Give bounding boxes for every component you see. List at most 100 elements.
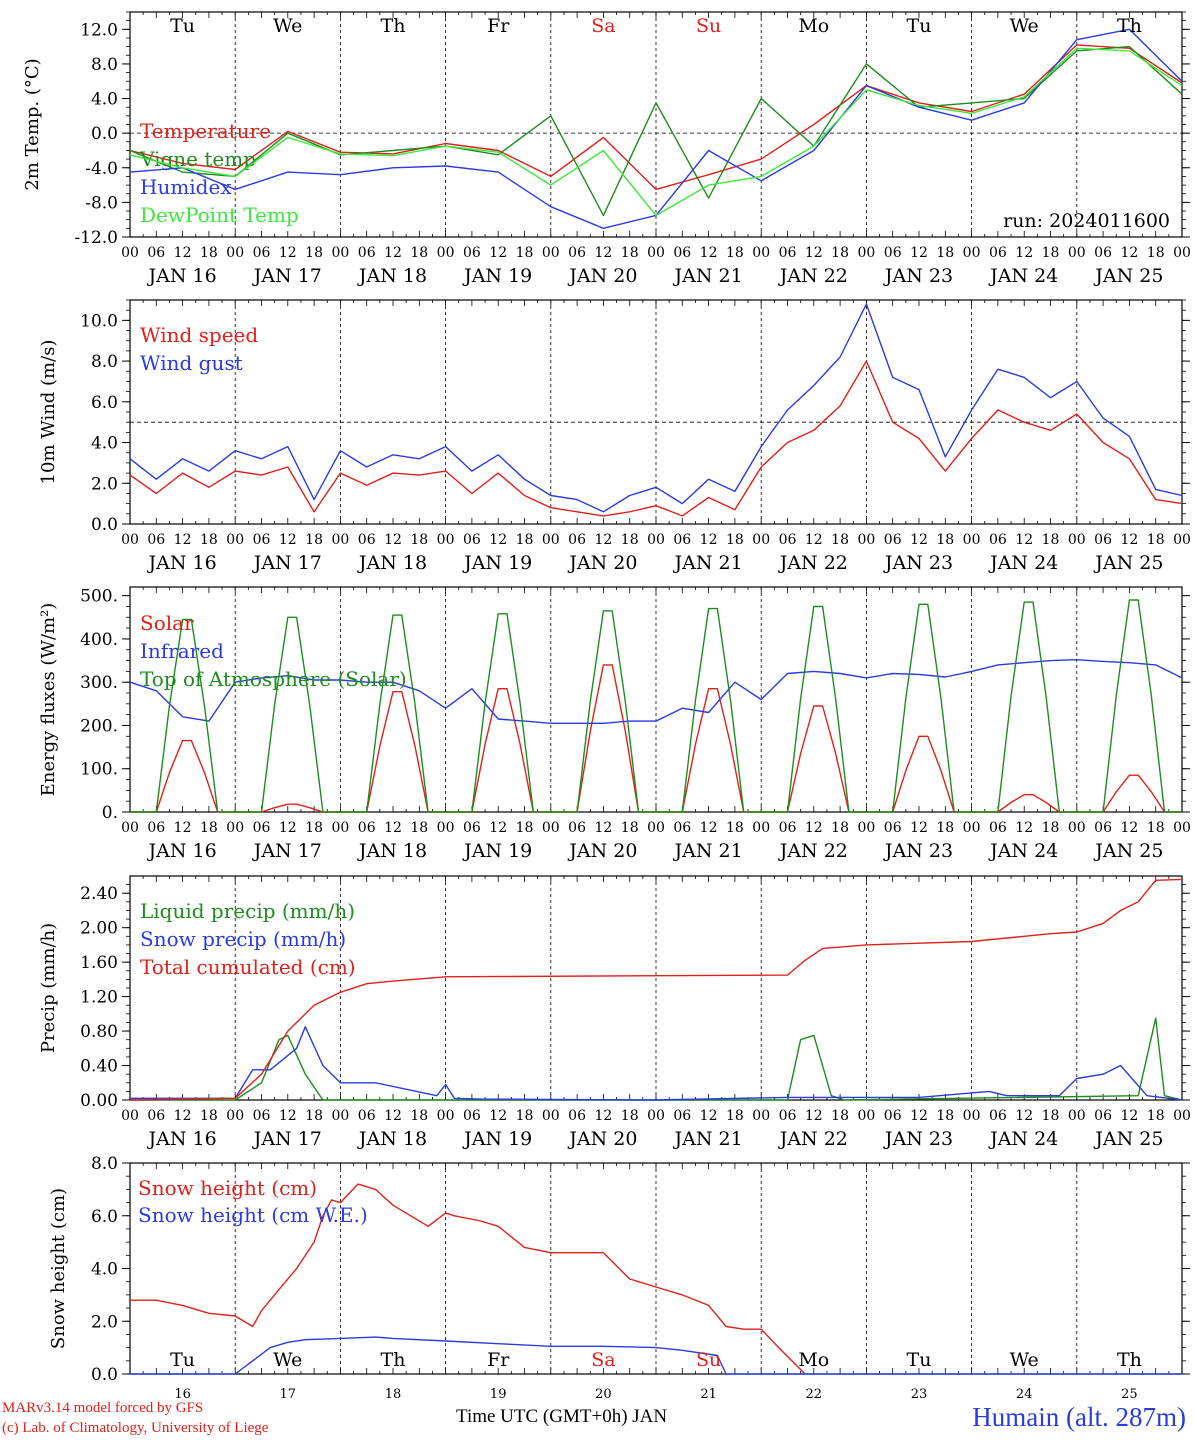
panel-5-series-snow-height-cm-w-e: [130, 1336, 1182, 1375]
panel-2-legend-item: Wind gust: [140, 351, 243, 375]
panel-1-hour-label: 00: [331, 245, 349, 261]
panel-4-hour-label: 00: [226, 1108, 244, 1124]
panel-2-hour-label: 18: [1042, 532, 1060, 548]
panel-3-hour-label: 18: [621, 820, 639, 836]
panel-4-hour-label: 00: [752, 1108, 770, 1124]
panel-3-hour-label: 18: [305, 820, 323, 836]
panel-1-hour-label: 00: [437, 245, 455, 261]
panel-4-hour-label: 18: [516, 1108, 534, 1124]
panel-1-hour-label: 00: [542, 245, 560, 261]
panel-5-day-name: Sa: [591, 1349, 615, 1371]
panel-5-day-name: Mo: [798, 1349, 829, 1371]
panel-3-hour-label: 06: [358, 820, 376, 836]
panel-1-day-name: Th: [1117, 15, 1142, 37]
panel-3-date-label: JAN 22: [778, 840, 848, 862]
panel-3-hour-label: 00: [857, 820, 875, 836]
panel-1-hour-label: 18: [410, 245, 428, 261]
panel-2-hour-label: 12: [489, 532, 507, 548]
panel-2-hour-label: 18: [831, 532, 849, 548]
panel-3-hour-label: 12: [910, 820, 928, 836]
panel-1-date-label: JAN 21: [673, 265, 743, 287]
panel-2-hour-label: 00: [963, 532, 981, 548]
panel-1-legend-item: Vigne temp: [139, 147, 256, 171]
panel-4-legend-item: Snow precip (mm/h): [140, 927, 346, 951]
panel-1-y-tick-label: 4.0: [91, 90, 118, 110]
panel-3-hour-label: 12: [594, 820, 612, 836]
panel-3-hour-label: 12: [1120, 820, 1138, 836]
panel-1-hour-label: 18: [1147, 245, 1165, 261]
panel-1-hour-label: 00: [857, 245, 875, 261]
panel-5-legend-item: Snow height (cm W.E.): [138, 1203, 368, 1227]
panel-2-y-axis-label: 10m Wind (m/s): [38, 340, 59, 485]
panel-3-hour-label: 12: [805, 820, 823, 836]
panel-4-hour-label: 06: [989, 1108, 1007, 1124]
panel-4-y-tick-label: 0.40: [80, 1057, 118, 1077]
panel-1-date-label: JAN 20: [567, 265, 637, 287]
panel-3-y-tick-label: 0.: [102, 803, 118, 823]
panel-4-hour-label: 18: [410, 1108, 428, 1124]
panel-1-date-label: JAN 18: [357, 265, 427, 287]
panel-4-hour-label: 12: [700, 1108, 718, 1124]
panel-1-y-tick-label: -4.0: [85, 159, 118, 179]
panel-1-annotation: run: 2024011600: [1003, 210, 1170, 232]
panel-4-y-tick-label: 2.40: [80, 884, 118, 904]
panel-4-hour-label: 12: [910, 1108, 928, 1124]
panel-1-y-tick-label: -8.0: [85, 193, 118, 213]
panel-2-hour-label: 18: [200, 532, 218, 548]
panel-4-hour-label: 12: [174, 1108, 192, 1124]
panel-2-hour-label: 18: [936, 532, 954, 548]
panel-1-hour-label: 12: [910, 245, 928, 261]
panel-1-y-axis-label: 2m Temp. (°C): [22, 58, 43, 190]
panel-2-hour-label: 06: [358, 532, 376, 548]
panel-3-hour-label: 00: [226, 820, 244, 836]
panel-4-hour-label: 12: [489, 1108, 507, 1124]
panel-1-date-label: JAN 25: [1093, 265, 1163, 287]
panel-2-y-tick-label: 8.0: [91, 352, 118, 372]
panel-4-hour-label: 18: [1147, 1108, 1165, 1124]
panel-3-y-tick-label: 200.: [80, 716, 118, 736]
panel-2-hour-label: 00: [1068, 532, 1086, 548]
panel-1-hour-label: 12: [489, 245, 507, 261]
station-name: Humain (alt. 287m): [972, 1402, 1186, 1432]
panel-5-y-tick-label: 6.0: [91, 1207, 118, 1227]
panel-3-hour-label: 00: [437, 820, 455, 836]
panel-1-hour-label: 00: [226, 245, 244, 261]
panel-4-series-liquid-precip-mm-h: [130, 1017, 1183, 1101]
panel-1-hour-label: 06: [253, 245, 271, 261]
panel-2-y-tick-label: 4.0: [91, 434, 118, 454]
panel-2-hour-label: 06: [779, 532, 797, 548]
panel-1-hour-label: 06: [989, 245, 1007, 261]
panel-5-day-number: 24: [1016, 1387, 1033, 1402]
panel-2-date-label: JAN 22: [778, 552, 848, 574]
panel-3-hour-label: 18: [516, 820, 534, 836]
panel-4-hour-label: 18: [936, 1108, 954, 1124]
panel-3-y-tick-label: 400.: [80, 630, 118, 650]
panel-3-series-top-of-atmosphere-solar: [130, 599, 1182, 813]
panel-5-y-tick-label: 4.0: [91, 1260, 118, 1280]
panel-1-day-name: Tu: [170, 15, 195, 37]
panel-2-hour-label: 12: [594, 532, 612, 548]
panel-2-y-tick-label: 10.0: [80, 311, 118, 331]
panel-2-date-label: JAN 23: [883, 552, 953, 574]
panel-4-y-tick-label: 1.20: [80, 988, 118, 1008]
panel-3-hour-label: 18: [410, 820, 428, 836]
panel-3-hour-label: 06: [989, 820, 1007, 836]
panel-5-day-number: 16: [174, 1387, 191, 1402]
panel-1-date-label: JAN 19: [462, 265, 532, 287]
panel-1-hour-label: 18: [726, 245, 744, 261]
panel-4-hour-label: 00: [542, 1108, 560, 1124]
panel-3-hour-label: 12: [1015, 820, 1033, 836]
panel-4-hour-label: 00: [647, 1108, 665, 1124]
panel-3-date-label: JAN 21: [673, 840, 743, 862]
panel-1-hour-label: 18: [621, 245, 639, 261]
panel-2-date-label: JAN 18: [357, 552, 427, 574]
panel-2-hour-label: 18: [410, 532, 428, 548]
panel-2-y-tick-label: 6.0: [91, 393, 118, 413]
panel-1-day-name: Su: [696, 15, 721, 37]
panel-3-date-label: JAN 24: [988, 840, 1058, 862]
panel-5-day-name: We: [273, 1349, 302, 1371]
panel-4-hour-label: 06: [253, 1108, 271, 1124]
panel-4-hour-label: 00: [1068, 1108, 1086, 1124]
panel-2-hour-label: 12: [805, 532, 823, 548]
panel-2-y-tick-label: 2.0: [91, 474, 118, 494]
